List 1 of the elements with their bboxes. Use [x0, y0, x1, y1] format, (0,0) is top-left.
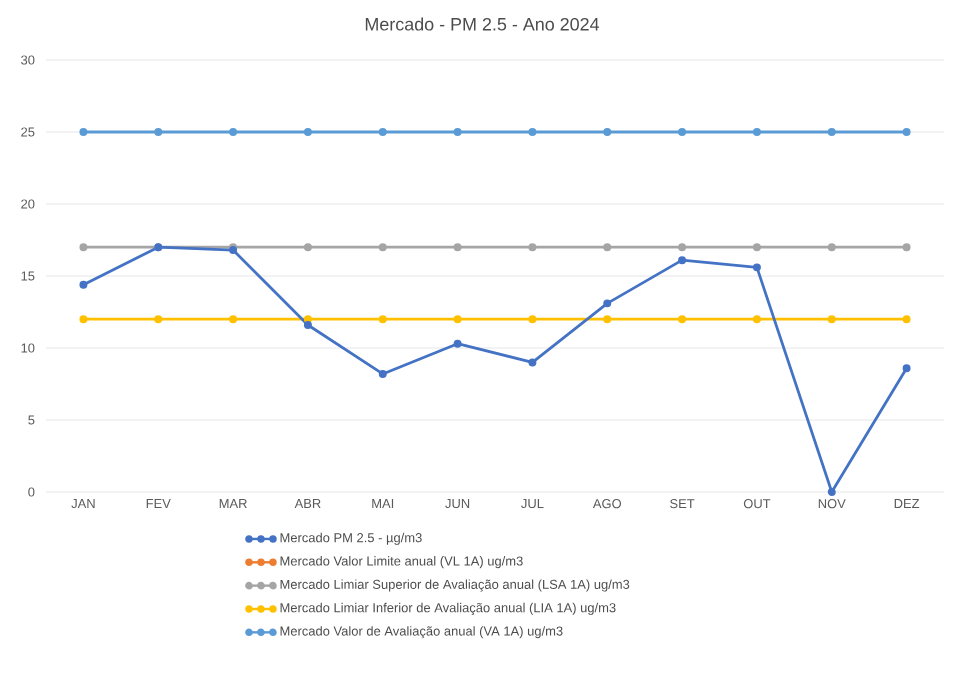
- chart-title: Mercado - PM 2.5 - Ano 2024: [365, 17, 600, 31]
